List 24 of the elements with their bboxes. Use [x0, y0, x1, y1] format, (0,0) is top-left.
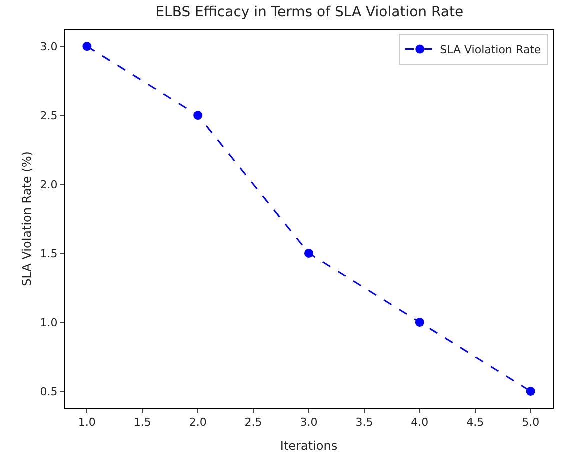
- point: [415, 318, 424, 327]
- x-tick-label: 1.0: [78, 416, 96, 430]
- x-tick-label: 4.0: [411, 416, 429, 430]
- y-tick-label: 1.5: [40, 247, 58, 260]
- x-tick-label: 4.5: [466, 416, 484, 430]
- point: [194, 111, 203, 120]
- legend-label: SLA Violation Rate: [440, 44, 542, 57]
- point: [526, 386, 536, 396]
- y-tick-label: 3.0: [40, 40, 58, 54]
- x-tick-label: 3.5: [356, 416, 374, 430]
- y-axis-title: SLA Violation Rate (%): [20, 152, 34, 286]
- y-tick-label: 0.5: [40, 385, 58, 398]
- point: [304, 248, 314, 258]
- chart-title: ELBS Efficacy in Terms of SLA Violation Rate: [156, 4, 464, 21]
- point: [82, 42, 92, 52]
- x-axis-title: Iterations: [280, 439, 338, 453]
- x-tick-label: 3.0: [300, 416, 318, 430]
- x-tick-label: 1.5: [134, 416, 152, 430]
- x-tick-label: 2.0: [189, 416, 207, 430]
- x-tick-label: 2.5: [244, 416, 262, 430]
- y-tick-label: 2.5: [40, 109, 58, 122]
- y-tick-label: 1.0: [40, 316, 58, 330]
- y-tick-label: 2.0: [40, 178, 58, 192]
- x-tick-label: 5.0: [522, 416, 540, 430]
